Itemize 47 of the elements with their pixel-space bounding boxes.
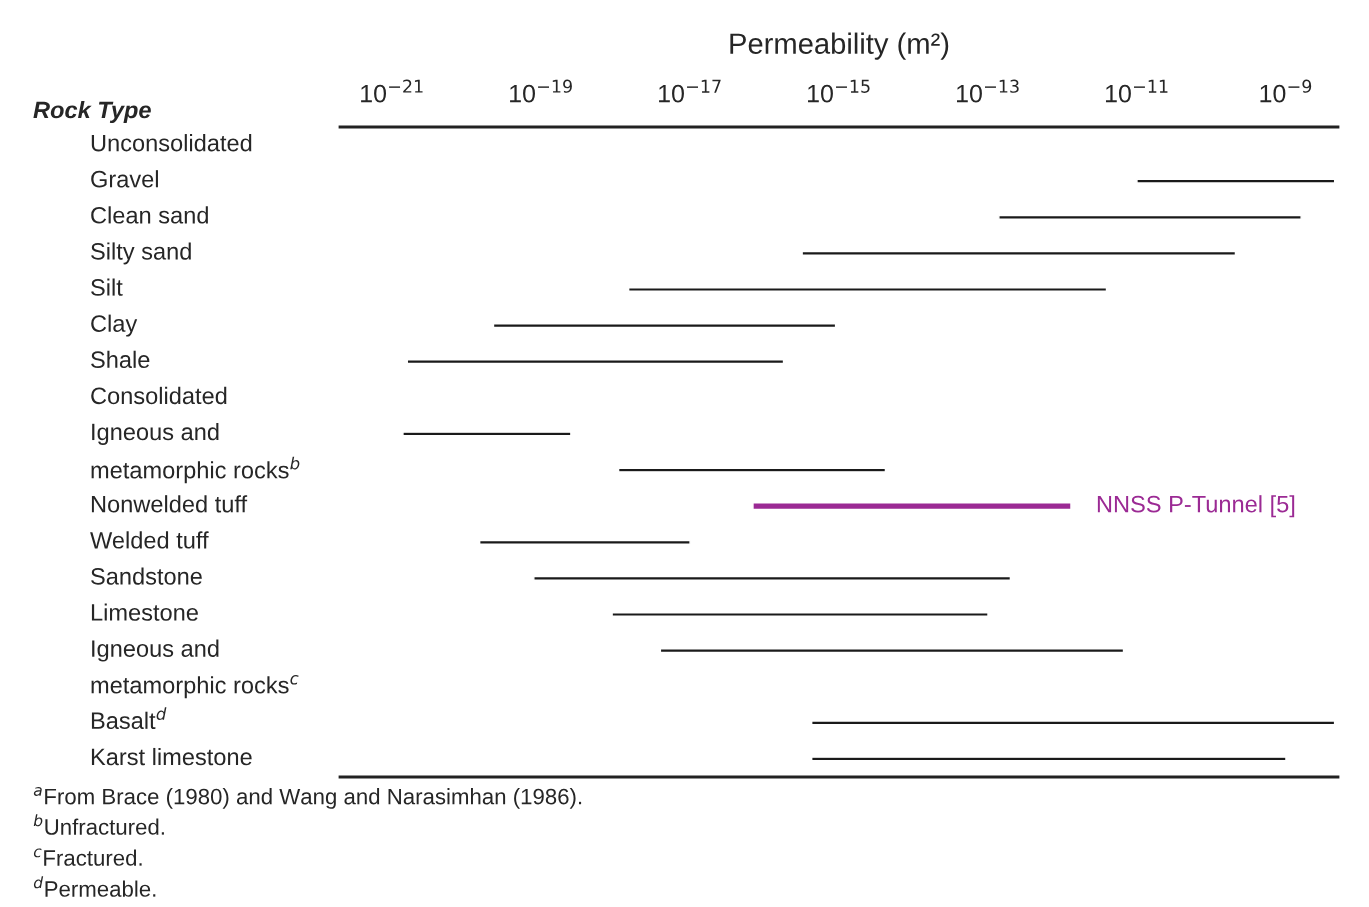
x-tick-label: 10$^{−19}$ xyxy=(510,79,572,103)
y-tick-label: metamorphic rocks$^{c}$ xyxy=(91,675,299,699)
y-tick-label: Limestone xyxy=(91,603,198,621)
bar xyxy=(402,431,572,437)
bar xyxy=(811,720,1336,726)
y-tick-label: Silty sand xyxy=(91,242,191,265)
series-label: NNSS P-Tunnel [5] xyxy=(1097,495,1295,518)
y-tick-label: Igneous and xyxy=(92,422,219,445)
bar xyxy=(801,250,1237,256)
bar xyxy=(811,756,1287,762)
y-tick-label: Consolidated xyxy=(91,386,227,405)
bar xyxy=(752,502,1072,511)
y-tick-label: metamorphic rocks$^{b}$ xyxy=(91,456,300,484)
y-tick-label: Shale xyxy=(91,350,150,369)
y-tick-label: Unconsolidated xyxy=(91,134,252,152)
y-tick-label: Nonwelded tuff xyxy=(91,495,248,513)
bar xyxy=(627,286,1108,293)
bar xyxy=(478,539,691,545)
x-axis-title: Permeability (m²) xyxy=(730,32,949,60)
y-tick-label: Sandstone xyxy=(91,567,202,585)
y-tick-label: Clay xyxy=(91,314,138,337)
x-tick-label: 10$^{−21}$ xyxy=(361,79,423,103)
bar xyxy=(617,467,887,473)
y-tick-label: Igneous and xyxy=(92,639,219,662)
bar xyxy=(1136,178,1336,184)
x-tick-label: 10$^{−11}$ xyxy=(1105,79,1168,103)
x-tick-label: 10$^{−9}$ xyxy=(1260,79,1312,103)
text: $^{c}$Fractured. xyxy=(33,848,142,866)
y-tick-label: Basalt$^{d}$ xyxy=(91,707,167,730)
y-tick-label: Welded tuff xyxy=(90,531,209,549)
bar xyxy=(611,611,989,618)
y-tick-label: Gravel xyxy=(91,170,158,188)
text: $^{b}$Unfractured. xyxy=(33,814,164,835)
x-tick-label: 10$^{−13}$ xyxy=(957,79,1019,103)
x-tick-label: 10$^{−15}$ xyxy=(808,79,870,103)
bar xyxy=(406,359,785,365)
bar xyxy=(998,214,1302,220)
bar xyxy=(533,575,1012,581)
bar xyxy=(492,323,837,329)
text: $^{d}$Permeable. xyxy=(33,876,156,897)
text: $^{a}$From Brace (1980) and Wang and Narasimhan (1986). xyxy=(33,787,582,809)
x-tick-label: 10$^{−17}$ xyxy=(659,79,721,103)
y-tick-label: Clean sand xyxy=(91,206,208,224)
y-tick-label: Silt xyxy=(91,278,123,296)
y-axis-title: Rock Type xyxy=(33,101,151,124)
y-tick-label: Karst limestone xyxy=(91,747,252,766)
bar xyxy=(659,648,1125,654)
